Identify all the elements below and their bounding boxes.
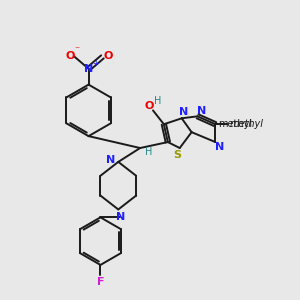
Text: S: S bbox=[174, 150, 182, 160]
Text: ⁻: ⁻ bbox=[74, 45, 79, 55]
Text: H: H bbox=[154, 97, 162, 106]
Text: O: O bbox=[65, 51, 74, 61]
Text: methyl: methyl bbox=[218, 119, 252, 129]
Text: O: O bbox=[104, 51, 113, 61]
Text: N: N bbox=[106, 155, 115, 165]
Text: N: N bbox=[116, 212, 125, 222]
Text: +: + bbox=[92, 59, 99, 68]
Text: N: N bbox=[197, 106, 206, 116]
Text: O: O bbox=[144, 101, 154, 111]
Text: N: N bbox=[179, 107, 188, 117]
Text: methyl: methyl bbox=[229, 119, 263, 129]
Text: H: H bbox=[145, 147, 153, 157]
Text: F: F bbox=[97, 277, 104, 287]
Text: N: N bbox=[84, 64, 93, 74]
Text: N: N bbox=[215, 142, 224, 152]
